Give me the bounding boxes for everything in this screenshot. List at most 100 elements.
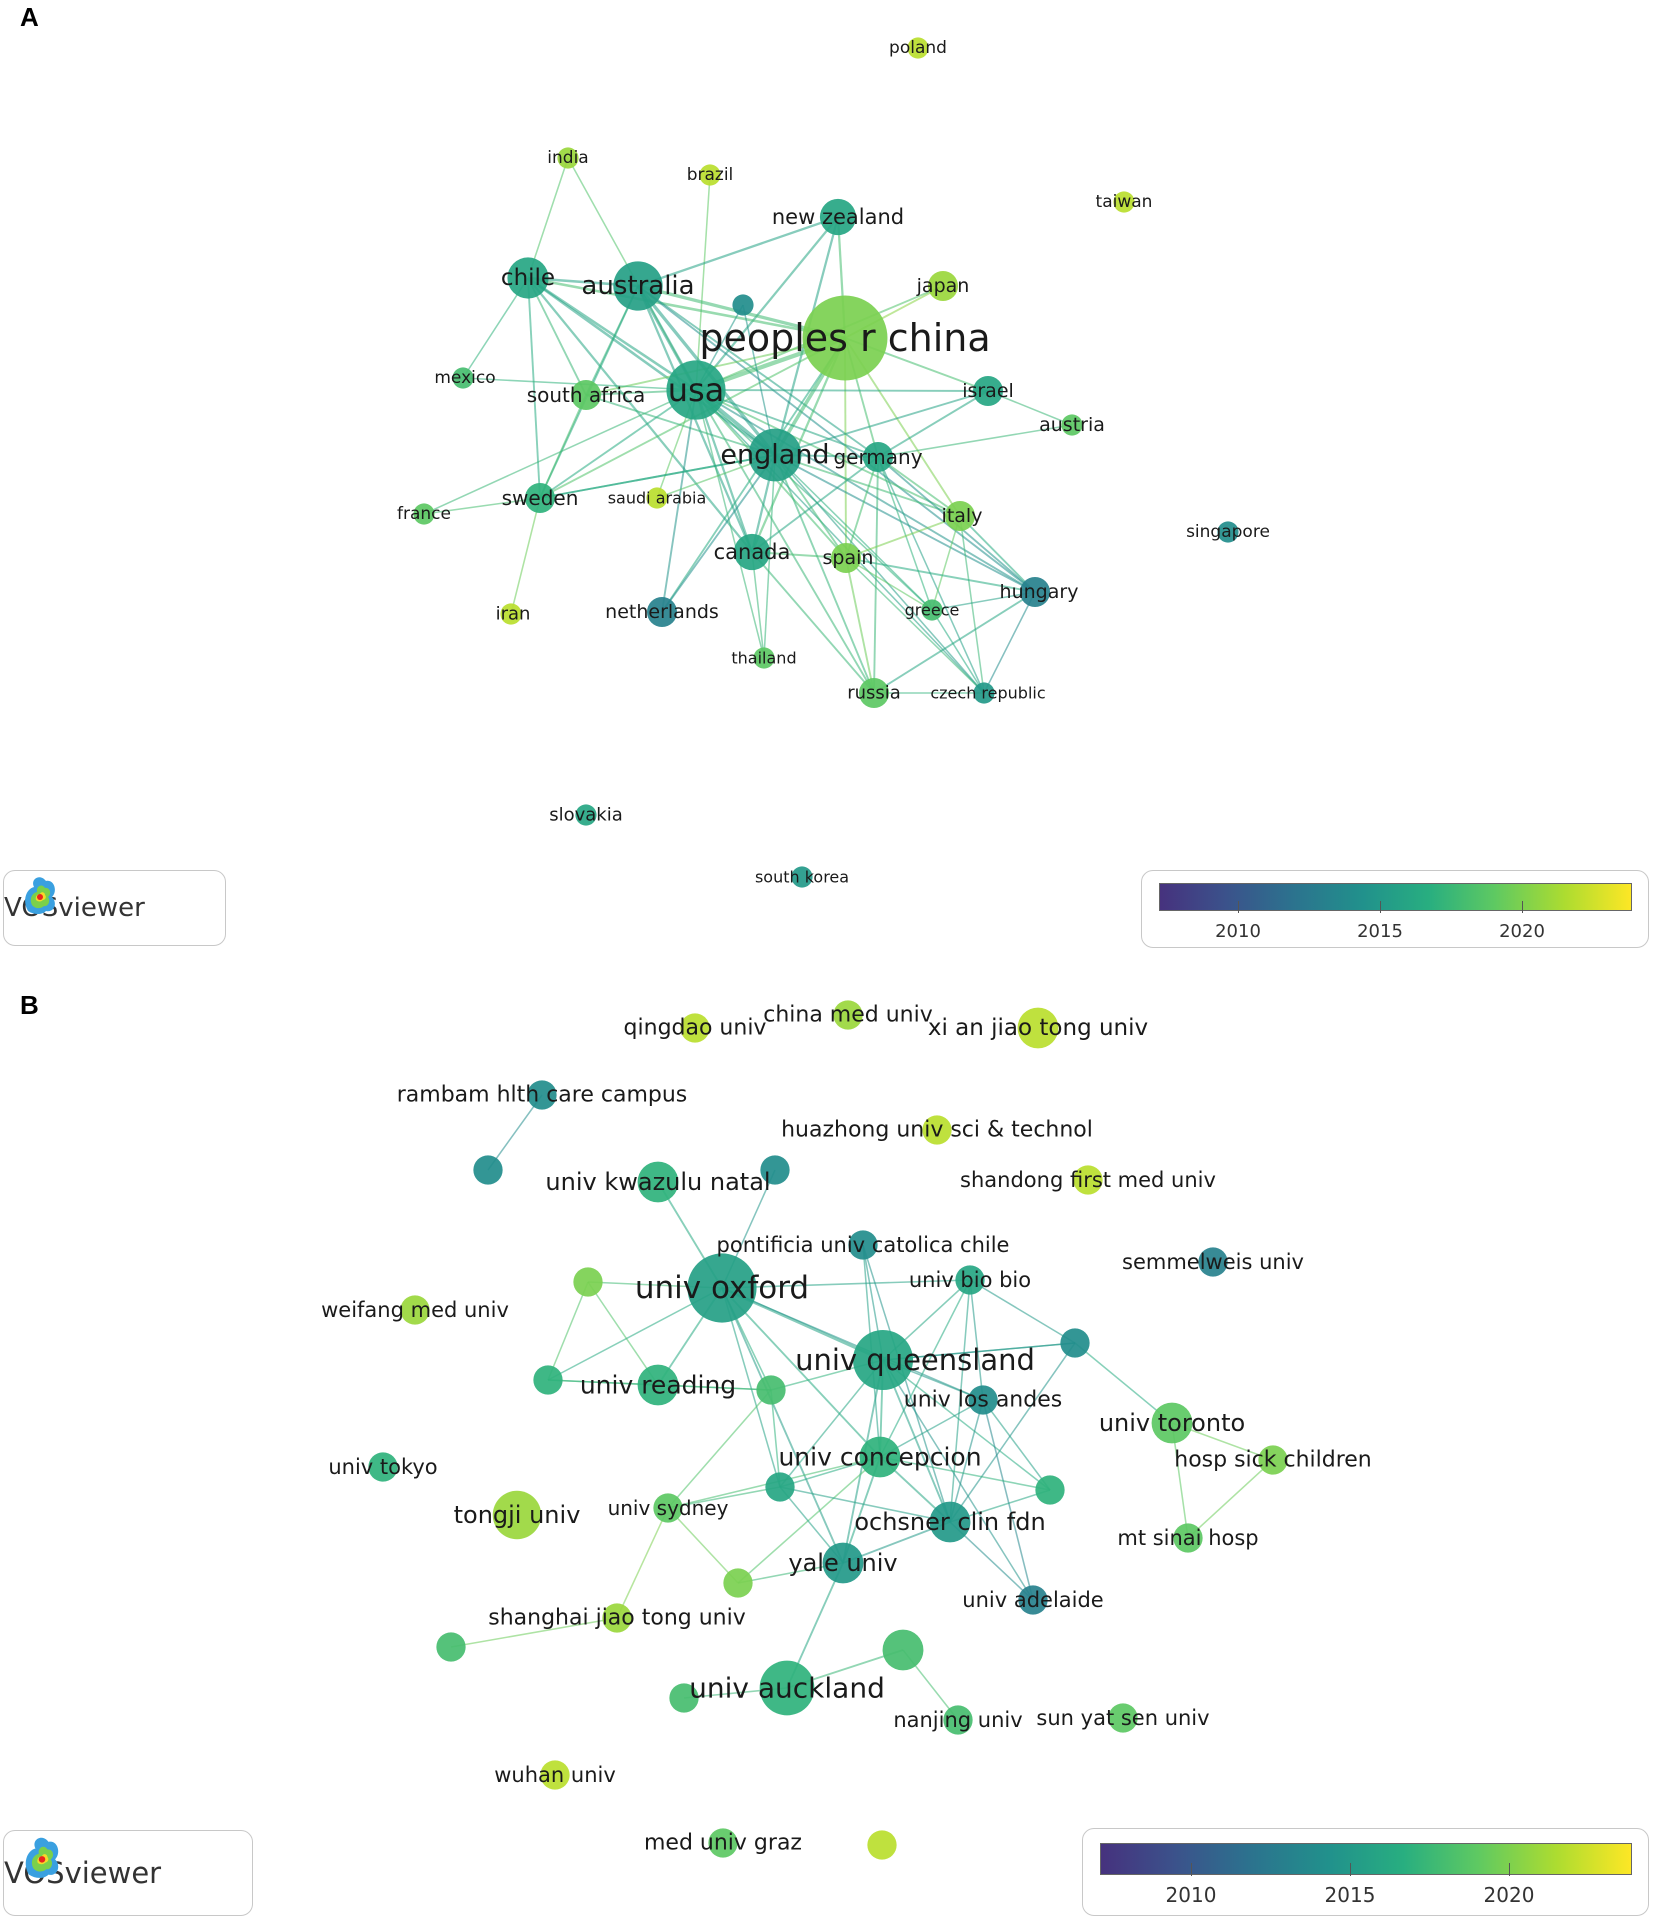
network-node-india[interactable] xyxy=(557,147,579,169)
network-node-wuhan-univ[interactable] xyxy=(540,1760,570,1790)
network-link xyxy=(845,557,1036,593)
network-node-south-korea[interactable] xyxy=(791,866,813,888)
network-node-univ-los-andes[interactable] xyxy=(968,1385,998,1415)
network-node-unlabeled-b10[interactable] xyxy=(882,1629,924,1671)
network-node-yale-univ[interactable] xyxy=(822,1542,864,1584)
network-node-unlabeled-b7[interactable] xyxy=(765,1472,795,1502)
network-node-unlabeled-b1[interactable] xyxy=(473,1155,503,1185)
network-node-univ-kwazulu-natal[interactable] xyxy=(637,1161,679,1203)
network-node-weifang[interactable] xyxy=(400,1295,430,1325)
network-node-univ-oxford[interactable] xyxy=(687,1253,757,1323)
network-node-univ-toronto[interactable] xyxy=(1151,1402,1193,1444)
network-node-unlabeled-b4[interactable] xyxy=(1060,1328,1090,1358)
network-node-slovakia[interactable] xyxy=(575,804,597,826)
network-link xyxy=(969,1279,1076,1344)
network-link xyxy=(882,1359,1034,1601)
network-node-italy[interactable] xyxy=(944,500,976,532)
network-node-univ-concepcion[interactable] xyxy=(859,1436,901,1478)
network-node-taiwan[interactable] xyxy=(1113,191,1135,213)
node-label-univ-tokyo: univ tokyo xyxy=(328,1455,437,1479)
network-node-sun-yat-sen[interactable] xyxy=(1108,1703,1138,1733)
network-node-unlabeled-b8[interactable] xyxy=(1035,1475,1065,1505)
network-node-unlabeled-b5[interactable] xyxy=(756,1375,786,1405)
network-node-russia[interactable] xyxy=(858,677,890,709)
network-link xyxy=(721,1287,984,1401)
network-link xyxy=(637,285,1036,593)
network-node-thailand[interactable] xyxy=(753,647,775,669)
node-label-austria: austria xyxy=(1039,414,1105,436)
network-node-china-med-univ[interactable] xyxy=(833,1000,863,1030)
network-node-ochsner[interactable] xyxy=(929,1501,971,1543)
node-label-univ-oxford: univ oxford xyxy=(635,1270,809,1306)
network-node-univ-adelaide[interactable] xyxy=(1018,1585,1048,1615)
network-node-univ-sydney[interactable] xyxy=(653,1493,683,1523)
node-label-univ-reading: univ reading xyxy=(580,1371,736,1400)
network-node-pontificia[interactable] xyxy=(848,1230,878,1260)
network-node-usa[interactable] xyxy=(666,360,726,420)
network-node-semmelweis[interactable] xyxy=(1198,1247,1228,1277)
network-link xyxy=(873,591,1036,694)
network-node-south-africa[interactable] xyxy=(570,379,602,411)
network-node-unlabeled-b9[interactable] xyxy=(723,1568,753,1598)
network-link xyxy=(637,285,879,458)
network-node-czech-republic[interactable] xyxy=(973,682,995,704)
network-node-univ-queensland[interactable] xyxy=(852,1329,914,1391)
network-link xyxy=(661,389,697,613)
network-node-unlabeled-b12[interactable] xyxy=(669,1683,699,1713)
network-node-unlabeled-a[interactable] xyxy=(732,294,754,316)
network-node-saudi-arabia[interactable] xyxy=(646,487,668,509)
network-link xyxy=(616,1507,669,1619)
network-node-shanghai-jiao-tong[interactable] xyxy=(602,1603,632,1633)
network-node-netherlands[interactable] xyxy=(646,596,678,628)
network-node-mt-sinai[interactable] xyxy=(1173,1523,1203,1553)
network-node-germany[interactable] xyxy=(862,441,894,473)
network-node-canada[interactable] xyxy=(733,533,771,571)
network-node-austria[interactable] xyxy=(1061,414,1083,436)
network-node-mexico[interactable] xyxy=(452,367,474,389)
network-node-unlabeled-b6[interactable] xyxy=(533,1365,563,1395)
network-node-australia[interactable] xyxy=(613,261,663,311)
network-node-univ-tokyo[interactable] xyxy=(368,1452,398,1482)
network-node-sweden[interactable] xyxy=(524,482,556,514)
node-label-tongji-univ: tongji univ xyxy=(454,1501,581,1529)
network-link xyxy=(949,1342,1076,1523)
node-label-spain: spain xyxy=(823,547,874,569)
network-node-singapore[interactable] xyxy=(1217,521,1239,543)
network-node-tongji-univ[interactable] xyxy=(492,1490,542,1540)
network-node-iran[interactable] xyxy=(500,603,522,625)
network-node-nanjing-univ[interactable] xyxy=(943,1705,973,1735)
network-node-england[interactable] xyxy=(748,428,802,482)
network-node-israel[interactable] xyxy=(972,375,1004,407)
network-node-shandong[interactable] xyxy=(1073,1165,1103,1195)
network-node-greece[interactable] xyxy=(921,599,943,621)
network-link xyxy=(949,1399,984,1523)
network-node-unlabeled-b13[interactable] xyxy=(867,1830,897,1860)
network-panel-a: poland india brazil taiwan new zealand chile a… xyxy=(0,0,1654,955)
network-node-france[interactable] xyxy=(413,503,435,525)
network-link xyxy=(845,557,985,694)
network-node-chile[interactable] xyxy=(507,257,549,299)
network-node-rambam[interactable] xyxy=(527,1080,557,1110)
network-node-huazhong[interactable] xyxy=(922,1115,952,1145)
network-node-univ-reading[interactable] xyxy=(637,1364,679,1406)
network-node-peoples-r-china[interactable] xyxy=(802,295,888,381)
network-node-brazil[interactable] xyxy=(699,164,721,186)
network-node-unlabeled-b2[interactable] xyxy=(760,1155,790,1185)
network-node-poland[interactable] xyxy=(907,37,929,59)
network-node-med-univ-graz[interactable] xyxy=(708,1828,738,1858)
network-node-xi-an-jiao-tong-univ[interactable] xyxy=(1017,1007,1059,1049)
network-node-unlabeled-b3[interactable] xyxy=(573,1267,603,1297)
network-link xyxy=(585,394,776,456)
network-node-unlabeled-b11[interactable] xyxy=(436,1632,466,1662)
network-node-univ-auckland[interactable] xyxy=(759,1660,815,1716)
network-node-japan[interactable] xyxy=(927,270,959,302)
network-link xyxy=(695,174,711,391)
network-node-qingdao-univ[interactable] xyxy=(680,1013,710,1043)
network-node-hungary[interactable] xyxy=(1019,576,1051,608)
network-node-univ-bio-bio[interactable] xyxy=(955,1265,985,1295)
network-node-new-zealand[interactable] xyxy=(819,198,857,236)
network-node-spain[interactable] xyxy=(830,542,862,574)
network-node-hosp-sick-children[interactable] xyxy=(1258,1445,1288,1475)
